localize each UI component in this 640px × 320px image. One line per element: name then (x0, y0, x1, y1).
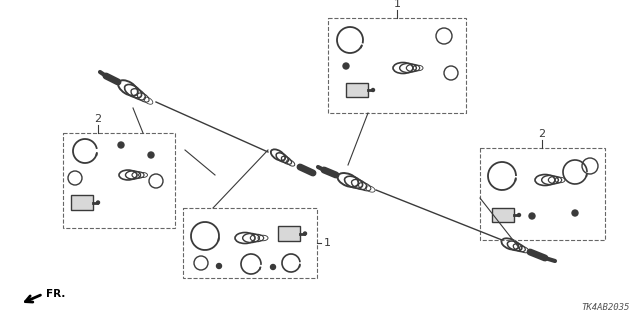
Circle shape (529, 213, 535, 219)
Bar (278, 226, 300, 241)
Bar (492, 208, 514, 222)
Bar (346, 83, 368, 97)
Circle shape (572, 210, 578, 216)
Bar (328, 18, 466, 113)
Circle shape (118, 142, 124, 148)
Text: FR.: FR. (46, 289, 65, 299)
Text: 2: 2 (95, 114, 102, 124)
Bar (63, 133, 175, 228)
Circle shape (303, 232, 307, 235)
Circle shape (97, 201, 99, 204)
Circle shape (343, 63, 349, 69)
Circle shape (216, 263, 221, 268)
Text: 1: 1 (394, 0, 401, 9)
Circle shape (271, 265, 275, 269)
Bar (71, 195, 93, 210)
Circle shape (148, 152, 154, 158)
Text: 1: 1 (323, 238, 330, 248)
Bar (183, 208, 317, 278)
Text: 2: 2 (538, 129, 545, 139)
Text: TK4AB2035: TK4AB2035 (582, 303, 630, 312)
Circle shape (371, 89, 374, 92)
Circle shape (518, 213, 520, 217)
Bar (480, 148, 605, 240)
